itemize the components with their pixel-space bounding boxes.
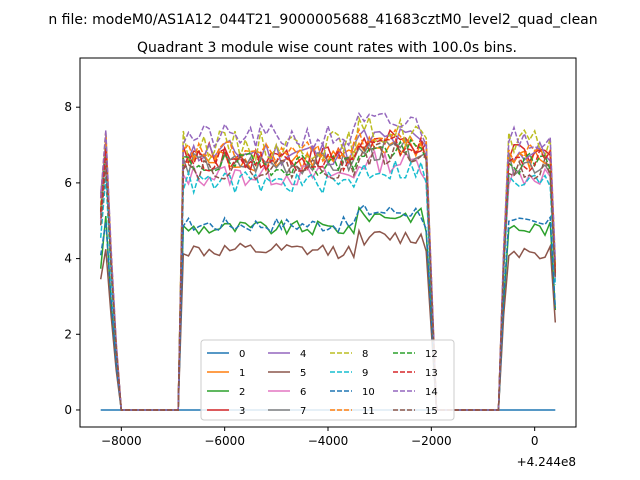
legend-label-2: 2 bbox=[239, 387, 245, 398]
series-lines bbox=[99, 111, 557, 411]
y-tick-label: 4 bbox=[64, 252, 72, 266]
y-axis: 0 2 4 6 8 bbox=[64, 100, 80, 417]
legend-label-8: 8 bbox=[362, 349, 368, 360]
x-tick-label: −8000 bbox=[101, 434, 142, 448]
series-line-11 bbox=[99, 127, 557, 411]
legend-label-7: 7 bbox=[300, 406, 306, 417]
legend-label-11: 11 bbox=[362, 406, 375, 417]
x-tick-label: −6000 bbox=[204, 434, 245, 448]
legend-label-3: 3 bbox=[239, 406, 245, 417]
y-tick-label: 6 bbox=[64, 176, 72, 190]
series-line-13 bbox=[99, 135, 557, 411]
legend-label-15: 15 bbox=[425, 406, 438, 417]
x-tick-label: 0 bbox=[531, 434, 539, 448]
x-tick-label: −2000 bbox=[411, 434, 452, 448]
series-line-15 bbox=[99, 141, 557, 411]
legend-label-0: 0 bbox=[239, 349, 245, 360]
y-tick-label: 8 bbox=[64, 100, 72, 114]
chart-title: Quadrant 3 module wise count rates with … bbox=[137, 40, 517, 56]
legend-label-14: 14 bbox=[425, 387, 438, 398]
legend-label-9: 9 bbox=[362, 368, 368, 379]
series-line-8 bbox=[99, 114, 557, 411]
series-line-14 bbox=[99, 111, 557, 411]
legend-label-4: 4 bbox=[300, 349, 306, 360]
y-tick-label: 2 bbox=[64, 327, 72, 341]
x-offset-label: +4.244e8 bbox=[517, 455, 576, 469]
legend-label-12: 12 bbox=[425, 349, 438, 360]
legend-label-13: 13 bbox=[425, 368, 438, 379]
legend-box bbox=[200, 339, 455, 421]
legend-label-6: 6 bbox=[300, 387, 306, 398]
figure-suptitle: n file: modeM0/AS1A12_044T21_9000005688_… bbox=[48, 12, 597, 28]
x-tick-label: −4000 bbox=[308, 434, 349, 448]
legend-label-1: 1 bbox=[239, 368, 245, 379]
y-tick-label: 0 bbox=[64, 403, 72, 417]
x-axis: −8000 −6000 −4000 −2000 0 bbox=[101, 427, 538, 448]
legend-label-5: 5 bbox=[300, 368, 306, 379]
legend-label-10: 10 bbox=[362, 387, 375, 398]
